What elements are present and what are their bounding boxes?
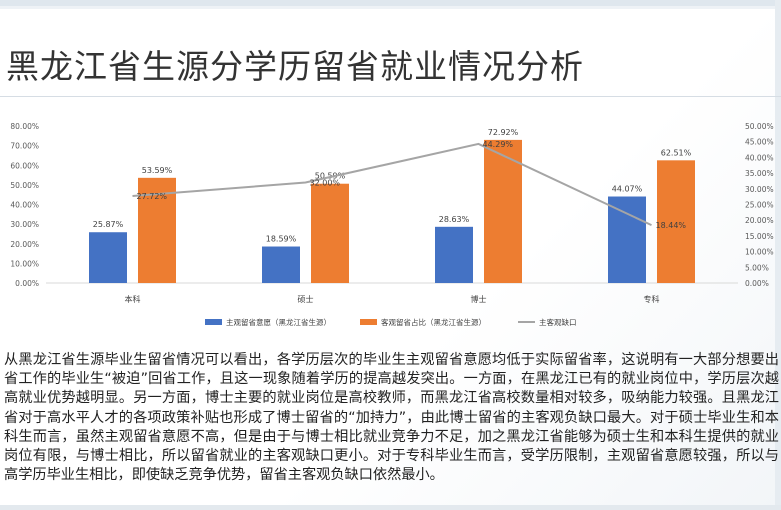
y-left-tick-label: 50.00% bbox=[10, 181, 39, 190]
legend-label: 主客观缺口 bbox=[539, 317, 577, 327]
y-right-tick-label: 0.00% bbox=[745, 279, 769, 288]
y-right-tick-label: 30.00% bbox=[745, 185, 774, 194]
legend-swatch bbox=[360, 319, 377, 325]
bar-subjective bbox=[262, 246, 300, 283]
bar-data-label: 62.51% bbox=[661, 148, 692, 157]
y-right-tick-label: 15.00% bbox=[745, 232, 774, 241]
legend-label: 主观留省意愿（黑龙江省生源） bbox=[226, 317, 331, 327]
bar-subjective bbox=[89, 232, 127, 283]
bar-objective bbox=[657, 160, 695, 283]
y-left-tick-label: 40.00% bbox=[10, 201, 39, 210]
title-divider bbox=[0, 96, 781, 97]
x-tick-label: 博士 bbox=[471, 294, 487, 304]
x-tick-label: 本科 bbox=[125, 294, 141, 304]
line-data-label: 18.44% bbox=[656, 221, 687, 230]
y-right-tick-label: 5.00% bbox=[745, 263, 769, 272]
bar-data-label: 28.63% bbox=[439, 215, 470, 224]
bar-data-label: 25.87% bbox=[93, 220, 124, 229]
y-right-tick-label: 20.00% bbox=[745, 216, 774, 225]
bar-data-label: 18.59% bbox=[266, 235, 297, 244]
combo-chart: 0.00% 10.00% 20.00% 30.00% 40.00% 50.00% 60.00… bbox=[10, 122, 774, 327]
y-left-tick-label: 80.00% bbox=[10, 122, 39, 131]
y-left-tick-label: 20.00% bbox=[10, 240, 39, 249]
y-right-tick-label: 40.00% bbox=[745, 153, 774, 162]
y-left-tick-label: 70.00% bbox=[10, 142, 39, 151]
y-right-tick-label: 45.00% bbox=[745, 138, 774, 147]
gap-line bbox=[132, 142, 652, 227]
bar-subjective bbox=[608, 196, 646, 283]
bar-objective bbox=[484, 139, 522, 283]
y-right-tick-label: 10.00% bbox=[745, 248, 774, 257]
y-left-tick-label: 0.00% bbox=[15, 279, 39, 288]
legend-label: 客观留省占比（黑龙江省生源） bbox=[381, 317, 486, 327]
bar-objective bbox=[311, 183, 349, 283]
x-tick-label: 硕士 bbox=[298, 294, 314, 304]
bar-data-label: 72.92% bbox=[488, 128, 519, 137]
line-data-label: 32.00% bbox=[310, 179, 341, 188]
line-data-label: 27.72% bbox=[137, 192, 168, 201]
y-left-tick-label: 60.00% bbox=[10, 161, 39, 170]
x-tick-label: 专科 bbox=[644, 294, 660, 304]
chart-container: 0.00% 10.00% 20.00% 30.00% 40.00% 50.00% 60.00… bbox=[0, 116, 781, 346]
top-decoration bbox=[0, 0, 781, 18]
y-left-tick-label: 30.00% bbox=[10, 220, 39, 229]
analysis-paragraph: 从黑龙江省生源毕业生留省情况可以看出，各学历层次的毕业生主观留省意愿均低于实际留… bbox=[4, 352, 779, 484]
right-edge-decoration bbox=[775, 0, 781, 510]
bar-data-label: 44.07% bbox=[612, 185, 643, 194]
bar-subjective bbox=[435, 226, 473, 283]
legend-swatch bbox=[205, 319, 222, 325]
y-right-tick-label: 35.00% bbox=[745, 169, 774, 178]
y-right-tick-label: 50.00% bbox=[745, 122, 774, 131]
slide-title: 黑龙江省生源分学历留省就业情况分析 bbox=[6, 47, 584, 86]
line-data-label: 44.29% bbox=[483, 140, 514, 149]
y-right-tick-label: 25.00% bbox=[745, 201, 774, 210]
bottom-decoration bbox=[0, 505, 781, 510]
y-left-tick-label: 10.00% bbox=[10, 259, 39, 268]
bar-data-label: 53.59% bbox=[142, 166, 173, 175]
